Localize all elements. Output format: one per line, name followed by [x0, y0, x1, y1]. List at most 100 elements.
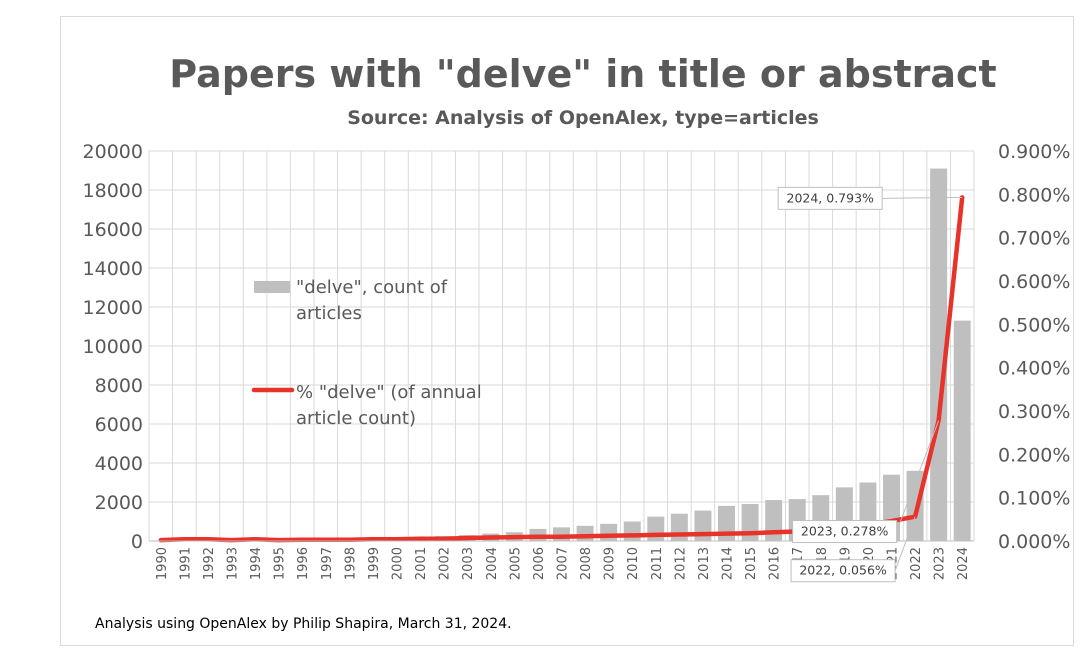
bar-2012	[670, 513, 688, 541]
x-tick-label: 2012	[673, 547, 688, 580]
y-right-tick-label: 0.500%	[998, 314, 1070, 336]
x-tick-label: 1997	[320, 547, 335, 580]
chart-title: Papers with "delve" in title or abstract	[169, 52, 996, 96]
x-tick-label: 1999	[367, 547, 382, 580]
line-point-1994	[254, 538, 256, 540]
bar-2011	[647, 516, 665, 541]
line-point-2004	[490, 536, 492, 539]
grid	[148, 150, 975, 542]
y-right-tick-label: 0.100%	[998, 488, 1070, 510]
line-point-1995	[278, 539, 280, 541]
x-tick-label: 1998	[343, 547, 358, 580]
line-point-1997	[325, 539, 327, 541]
y-right-tick-label: 0.900%	[998, 141, 1070, 163]
y-right-tick-label: 0.400%	[998, 358, 1070, 380]
y-left-tick-label: 4000	[95, 453, 143, 475]
line-point-2001	[419, 538, 421, 540]
y-right-tick-label: 0.200%	[998, 444, 1070, 466]
line-point-2014	[725, 533, 728, 535]
x-tick-label: 2009	[603, 547, 618, 580]
x-tick-label: 2006	[532, 547, 547, 580]
bar-2009	[600, 523, 618, 541]
legend: "delve", count of articles % "delve" (of a…	[251, 277, 482, 429]
y-left-tick-label: 10000	[83, 336, 143, 358]
line-point-2011	[655, 534, 657, 536]
legend-bar-swatch	[254, 281, 290, 293]
line-point-2012	[678, 533, 680, 536]
line-point-2015	[749, 532, 751, 534]
x-tick-label: 2014	[721, 547, 736, 580]
callout-label: 2024, 0.793%	[787, 190, 875, 205]
x-tick-label: 2004	[485, 547, 500, 580]
line-point-1996	[301, 539, 303, 541]
y-left-tick-label: 8000	[95, 375, 143, 397]
x-tick-label: 1995	[273, 547, 288, 580]
legend-bar-label: "delve", count of	[296, 277, 448, 298]
y-right-tick-label: 0.700%	[998, 228, 1070, 250]
x-tick-label: 2010	[626, 547, 641, 580]
line-point-2009	[608, 535, 610, 537]
footnote: Analysis using OpenAlex by Philip Shapir…	[95, 616, 512, 632]
x-tick-label: 1996	[296, 547, 311, 580]
callout-box	[777, 186, 883, 210]
x-tick-label: 2001	[414, 547, 429, 580]
chart-frame: Papers with "delve" in title or abstract…	[60, 16, 1074, 646]
line-point-2013	[702, 533, 704, 535]
line-point-2005	[513, 536, 515, 538]
y-left-tick-label: 0	[131, 531, 143, 553]
y-right-tick-label: 0.600%	[998, 271, 1070, 293]
x-tick-label: 1992	[202, 547, 217, 580]
x-tick-label: 1994	[249, 547, 264, 580]
y-right-tick-label: 0.800%	[998, 184, 1070, 206]
y-left-tick-label: 18000	[83, 180, 143, 202]
x-tick-label: 1990	[155, 547, 170, 580]
bar-2022	[906, 470, 924, 541]
y-right-tick-label: 0.000%	[998, 531, 1070, 553]
line-point-2006	[537, 536, 539, 538]
data-callouts: 2024, 0.793% 2023, 0.278% 2022, 0.056%	[777, 186, 963, 583]
bar-2023	[930, 168, 948, 542]
y-left-tick-label: 2000	[95, 492, 143, 514]
callout-label: 2023, 0.278%	[801, 524, 889, 539]
x-tick-label: 2003	[461, 547, 476, 580]
callout-label: 2022, 0.056%	[799, 563, 887, 578]
chart-subtitle: Source: Analysis of OpenAlex, type=artic…	[347, 107, 819, 129]
x-tick-label: 1991	[178, 547, 193, 580]
callout-leader	[896, 420, 940, 532]
line-point-1999	[372, 538, 374, 540]
bar-2016	[765, 500, 783, 541]
x-tick-label: 2024	[956, 547, 971, 580]
line-point-2002	[443, 538, 445, 540]
axes: 0 2000 4000 6000 8000 10000 12000 14000 16000 180…	[83, 141, 1071, 580]
x-tick-label: 2016	[768, 547, 783, 580]
line-point-2010	[631, 534, 633, 536]
y-left-tick-label: 16000	[83, 219, 143, 241]
legend-line-label: article count)	[296, 408, 416, 429]
line-point-2007	[560, 536, 563, 538]
callout-box	[790, 559, 896, 583]
line-point-2016	[773, 531, 775, 533]
callout-leader	[882, 196, 963, 199]
bar-2008	[576, 525, 594, 541]
callout-leader	[894, 516, 916, 571]
chart-canvas: Papers with "delve" in title or abstract…	[83, 52, 1071, 632]
y-left-tick-label: 14000	[83, 258, 143, 280]
line-point-1992	[207, 538, 209, 540]
x-tick-label: 2011	[650, 547, 665, 580]
y-left-tick-label: 6000	[95, 414, 143, 436]
legend-line-label: % "delve" (of annual	[296, 382, 482, 403]
x-tick-label: 1993	[226, 547, 241, 580]
legend-bar-label: articles	[296, 303, 362, 324]
line-point-1993	[230, 539, 233, 541]
x-tick-label: 2000	[391, 547, 406, 580]
callout-box	[792, 520, 898, 544]
y-left-tick-label: 20000	[83, 141, 143, 163]
x-tick-label: 2007	[556, 547, 571, 580]
line-point-2008	[584, 535, 586, 537]
x-tick-label: 2002	[438, 547, 453, 580]
line-point-1990	[160, 539, 162, 541]
line-point-2003	[466, 537, 468, 539]
y-left-tick-label: 12000	[83, 297, 143, 319]
line-point-1991	[183, 538, 185, 540]
x-tick-label: 2013	[697, 547, 712, 580]
